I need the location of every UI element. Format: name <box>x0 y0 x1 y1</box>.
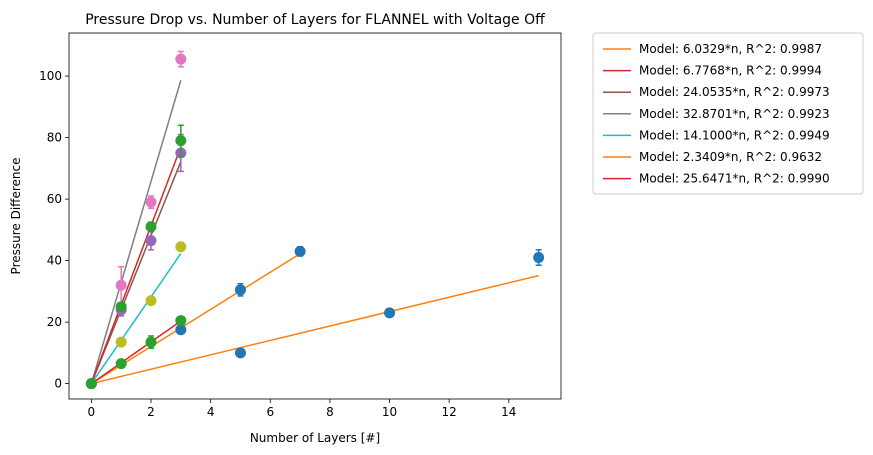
x-tick-label: 12 <box>442 405 457 419</box>
legend-entry: Model: 14.1000*n, R^2: 0.9949 <box>639 128 830 142</box>
legend-entry: Model: 25.6471*n, R^2: 0.9990 <box>639 172 830 186</box>
x-tick-label: 10 <box>382 405 397 419</box>
legend: Model: 6.0329*n, R^2: 0.9987 Model: 6.776… <box>592 32 864 195</box>
x-tick-label: 8 <box>326 405 334 419</box>
model-line <box>90 253 182 385</box>
y-axis-label: Pressure Difference <box>9 158 23 275</box>
data-point <box>145 196 157 208</box>
y-tick-label: 0 <box>54 377 62 391</box>
data-point <box>145 235 157 247</box>
data-point <box>115 358 127 370</box>
data-point <box>384 307 396 319</box>
data-point <box>175 324 187 336</box>
data-point <box>115 301 127 313</box>
legend-entry: Model: 6.0329*n, R^2: 0.9987 <box>639 42 822 56</box>
data-point <box>175 315 187 327</box>
model-line <box>90 146 182 384</box>
y-tick-label: 60 <box>47 192 62 206</box>
legend-entry: Model: 2.3409*n, R^2: 0.9632 <box>639 150 822 164</box>
x-tick-label: 14 <box>501 405 516 419</box>
y-tick-label: 100 <box>39 69 62 83</box>
x-axis-label: Number of Layers [#] <box>250 431 380 445</box>
data-point <box>175 135 187 147</box>
model-line <box>91 274 539 385</box>
axes-frame <box>68 32 562 400</box>
data-point <box>85 378 97 390</box>
data-point <box>294 245 306 257</box>
y-tick-label: 80 <box>47 131 62 145</box>
x-tick-label: 2 <box>147 405 155 419</box>
y-axis: 0 20 40 60 80 100 <box>39 69 69 391</box>
model-line <box>90 320 182 385</box>
legend-entry: Model: 32.8701*n, R^2: 0.9923 <box>639 107 830 121</box>
data-points <box>85 50 545 390</box>
chart-title: Pressure Drop vs. Number of Layers for F… <box>85 12 545 28</box>
x-axis: 0 2 4 6 8 10 12 14 <box>88 399 516 419</box>
x-tick-label: 4 <box>207 405 215 419</box>
legend-entry: Model: 24.0535*n, R^2: 0.9973 <box>639 85 830 99</box>
y-tick-label: 40 <box>47 254 62 268</box>
model-lines <box>90 80 539 385</box>
legend-entry: Model: 6.7768*n, R^2: 0.9994 <box>639 64 822 78</box>
data-point <box>145 295 157 307</box>
model-line <box>90 80 182 384</box>
data-point <box>175 53 187 65</box>
data-point <box>115 279 127 291</box>
data-point <box>234 347 246 359</box>
data-point <box>234 284 246 296</box>
data-point <box>115 336 127 348</box>
y-tick-label: 20 <box>47 315 62 329</box>
data-point <box>145 336 157 348</box>
data-point <box>533 252 545 264</box>
data-point <box>145 221 157 233</box>
model-line <box>90 161 182 384</box>
data-point <box>175 241 187 253</box>
legend-box <box>592 32 864 195</box>
plot-area <box>68 32 562 400</box>
x-tick-label: 6 <box>266 405 274 419</box>
x-tick-label: 0 <box>88 405 96 419</box>
